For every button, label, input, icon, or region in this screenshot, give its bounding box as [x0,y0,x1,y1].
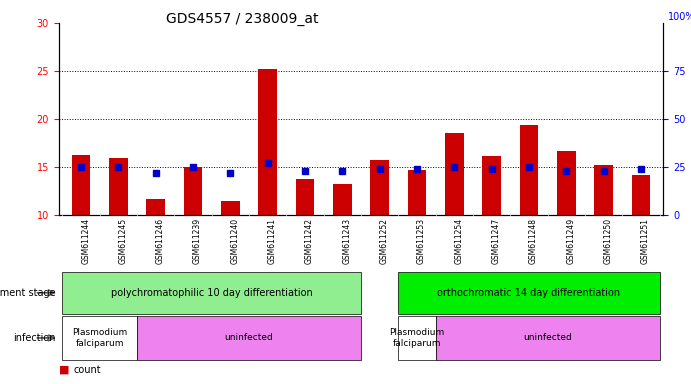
Bar [520,125,538,215]
Bar [221,200,240,215]
Bar [482,156,501,215]
Bar [146,199,165,215]
Bar [62,316,137,360]
Text: GSM611243: GSM611243 [342,218,352,264]
Text: GSM611251: GSM611251 [641,218,650,264]
Bar [184,167,202,215]
Text: ■: ■ [59,365,69,375]
Text: GSM611248: GSM611248 [529,218,538,264]
Bar [333,184,352,215]
Bar [594,165,613,215]
Text: Plasmodium
falciparum: Plasmodium falciparum [390,328,444,348]
Bar [72,154,91,215]
Text: Plasmodium
falciparum: Plasmodium falciparum [72,328,127,348]
Text: GSM611252: GSM611252 [380,218,389,264]
Text: uninfected: uninfected [225,333,274,343]
Text: GSM611244: GSM611244 [81,218,90,264]
Bar [408,170,426,215]
Bar [137,316,361,360]
Bar [445,133,464,215]
Text: GSM611241: GSM611241 [267,218,276,264]
Text: 100%: 100% [668,12,691,22]
Text: development stage: development stage [0,288,55,298]
Bar [258,69,277,215]
Text: count: count [74,365,102,375]
Text: orthochromatic 14 day differentiation: orthochromatic 14 day differentiation [437,288,621,298]
Text: GSM611242: GSM611242 [305,218,314,264]
Bar [109,158,128,215]
Bar [632,175,650,215]
Text: GSM611254: GSM611254 [455,218,464,264]
Text: polychromatophilic 10 day differentiation: polychromatophilic 10 day differentiatio… [111,288,312,298]
Bar [399,271,660,314]
Text: GSM611240: GSM611240 [230,218,239,264]
Text: GSM611245: GSM611245 [118,218,127,264]
Text: GSM611250: GSM611250 [604,218,613,264]
Bar [370,161,389,215]
Text: GSM611249: GSM611249 [567,218,576,264]
Bar [557,151,576,215]
Text: GSM611239: GSM611239 [193,218,202,264]
Text: uninfected: uninfected [523,333,572,343]
Bar [62,271,361,314]
Text: GSM611247: GSM611247 [492,218,501,264]
Bar [296,179,314,215]
Bar [436,316,660,360]
Text: GDS4557 / 238009_at: GDS4557 / 238009_at [166,12,318,25]
Text: infection: infection [12,333,55,343]
Text: GSM611253: GSM611253 [417,218,426,264]
Text: GSM611246: GSM611246 [155,218,164,264]
Bar [399,316,436,360]
